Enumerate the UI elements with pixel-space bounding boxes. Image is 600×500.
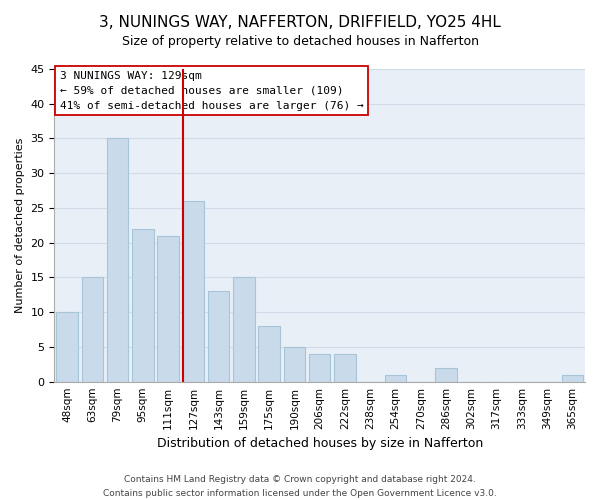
X-axis label: Distribution of detached houses by size in Nafferton: Distribution of detached houses by size … — [157, 437, 483, 450]
Text: Contains HM Land Registry data © Crown copyright and database right 2024.
Contai: Contains HM Land Registry data © Crown c… — [103, 476, 497, 498]
Bar — [259, 326, 280, 382]
Bar — [82, 278, 103, 382]
Bar — [56, 312, 78, 382]
Bar — [182, 201, 204, 382]
Text: 3, NUNINGS WAY, NAFFERTON, DRIFFIELD, YO25 4HL: 3, NUNINGS WAY, NAFFERTON, DRIFFIELD, YO… — [99, 15, 501, 30]
Bar — [334, 354, 356, 382]
Bar — [132, 229, 154, 382]
Bar — [562, 374, 583, 382]
Bar — [435, 368, 457, 382]
Bar — [233, 278, 254, 382]
Y-axis label: Number of detached properties: Number of detached properties — [15, 138, 25, 313]
Text: Size of property relative to detached houses in Nafferton: Size of property relative to detached ho… — [121, 35, 479, 48]
Bar — [284, 347, 305, 382]
Bar — [309, 354, 331, 382]
Bar — [107, 138, 128, 382]
Bar — [208, 292, 229, 382]
Bar — [157, 236, 179, 382]
Bar — [385, 374, 406, 382]
Text: 3 NUNINGS WAY: 129sqm
← 59% of detached houses are smaller (109)
41% of semi-det: 3 NUNINGS WAY: 129sqm ← 59% of detached … — [60, 70, 364, 111]
